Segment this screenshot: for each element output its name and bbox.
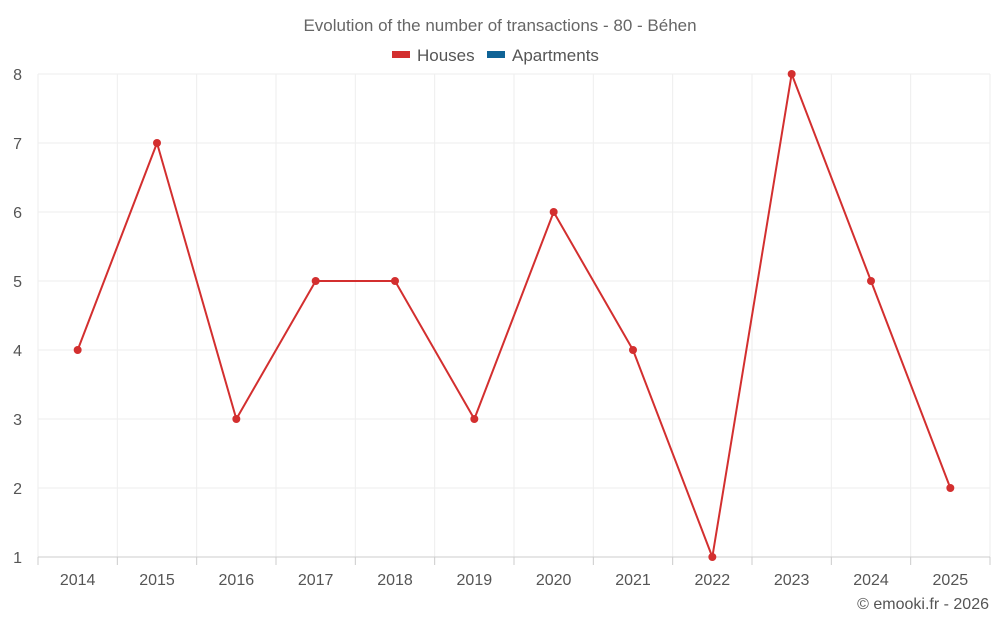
data-point[interactable] bbox=[708, 553, 717, 561]
legend-label-apartments[interactable]: Apartments bbox=[512, 46, 599, 65]
x-tick-label: 2021 bbox=[615, 572, 651, 589]
data-point[interactable] bbox=[787, 70, 796, 78]
axes: 1 2 3 4 5 6 7 8 2014 2015 2016 2017 2018 2019 2020 2021… bbox=[13, 67, 991, 589]
data-point[interactable] bbox=[549, 208, 558, 216]
data-point[interactable] bbox=[73, 346, 82, 354]
x-tick-label: 2017 bbox=[298, 572, 334, 589]
x-tick-label: 2024 bbox=[853, 572, 889, 589]
x-tick-label: 2014 bbox=[60, 572, 96, 589]
x-tick-label: 2025 bbox=[933, 572, 969, 589]
data-point[interactable] bbox=[470, 415, 479, 423]
y-tick-label: 8 bbox=[13, 67, 22, 84]
y-tick-label: 5 bbox=[13, 274, 22, 291]
legend-swatch-houses[interactable] bbox=[392, 51, 410, 58]
x-tick-label: 2019 bbox=[457, 572, 493, 589]
legend-label-houses[interactable]: Houses bbox=[417, 46, 475, 65]
series-line-houses bbox=[76, 73, 952, 558]
series bbox=[73, 70, 955, 561]
x-tick-label: 2015 bbox=[139, 572, 175, 589]
data-point[interactable] bbox=[311, 277, 320, 285]
y-tick-label: 6 bbox=[13, 205, 22, 222]
x-tick-label: 2018 bbox=[377, 572, 413, 589]
x-tick-label: 2023 bbox=[774, 572, 810, 589]
data-point[interactable] bbox=[946, 484, 955, 492]
y-tick-label: 1 bbox=[13, 550, 22, 567]
y-tick-label: 7 bbox=[13, 136, 22, 153]
data-point[interactable] bbox=[391, 277, 399, 285]
data-point[interactable] bbox=[153, 139, 161, 147]
data-point[interactable] bbox=[629, 346, 637, 354]
credit-text: © emooki.fr - 2026 bbox=[857, 596, 989, 613]
data-point[interactable] bbox=[232, 415, 241, 423]
legend: Houses Apartments bbox=[392, 46, 599, 65]
y-tick-label: 4 bbox=[13, 343, 22, 360]
y-tick-label: 3 bbox=[13, 412, 22, 429]
x-tick-label: 2022 bbox=[695, 572, 731, 589]
y-tick-label: 2 bbox=[13, 481, 22, 498]
data-point[interactable] bbox=[867, 277, 875, 285]
x-tick-label: 2020 bbox=[536, 572, 572, 589]
legend-swatch-apartments[interactable] bbox=[487, 51, 505, 58]
chart-title: Evolution of the number of transactions … bbox=[303, 16, 696, 35]
x-tick-label: 2016 bbox=[219, 572, 255, 589]
